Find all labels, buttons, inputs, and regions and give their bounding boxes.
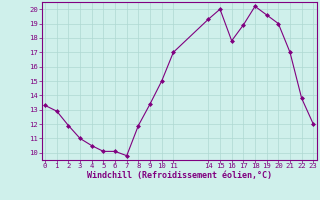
X-axis label: Windchill (Refroidissement éolien,°C): Windchill (Refroidissement éolien,°C) — [87, 171, 272, 180]
